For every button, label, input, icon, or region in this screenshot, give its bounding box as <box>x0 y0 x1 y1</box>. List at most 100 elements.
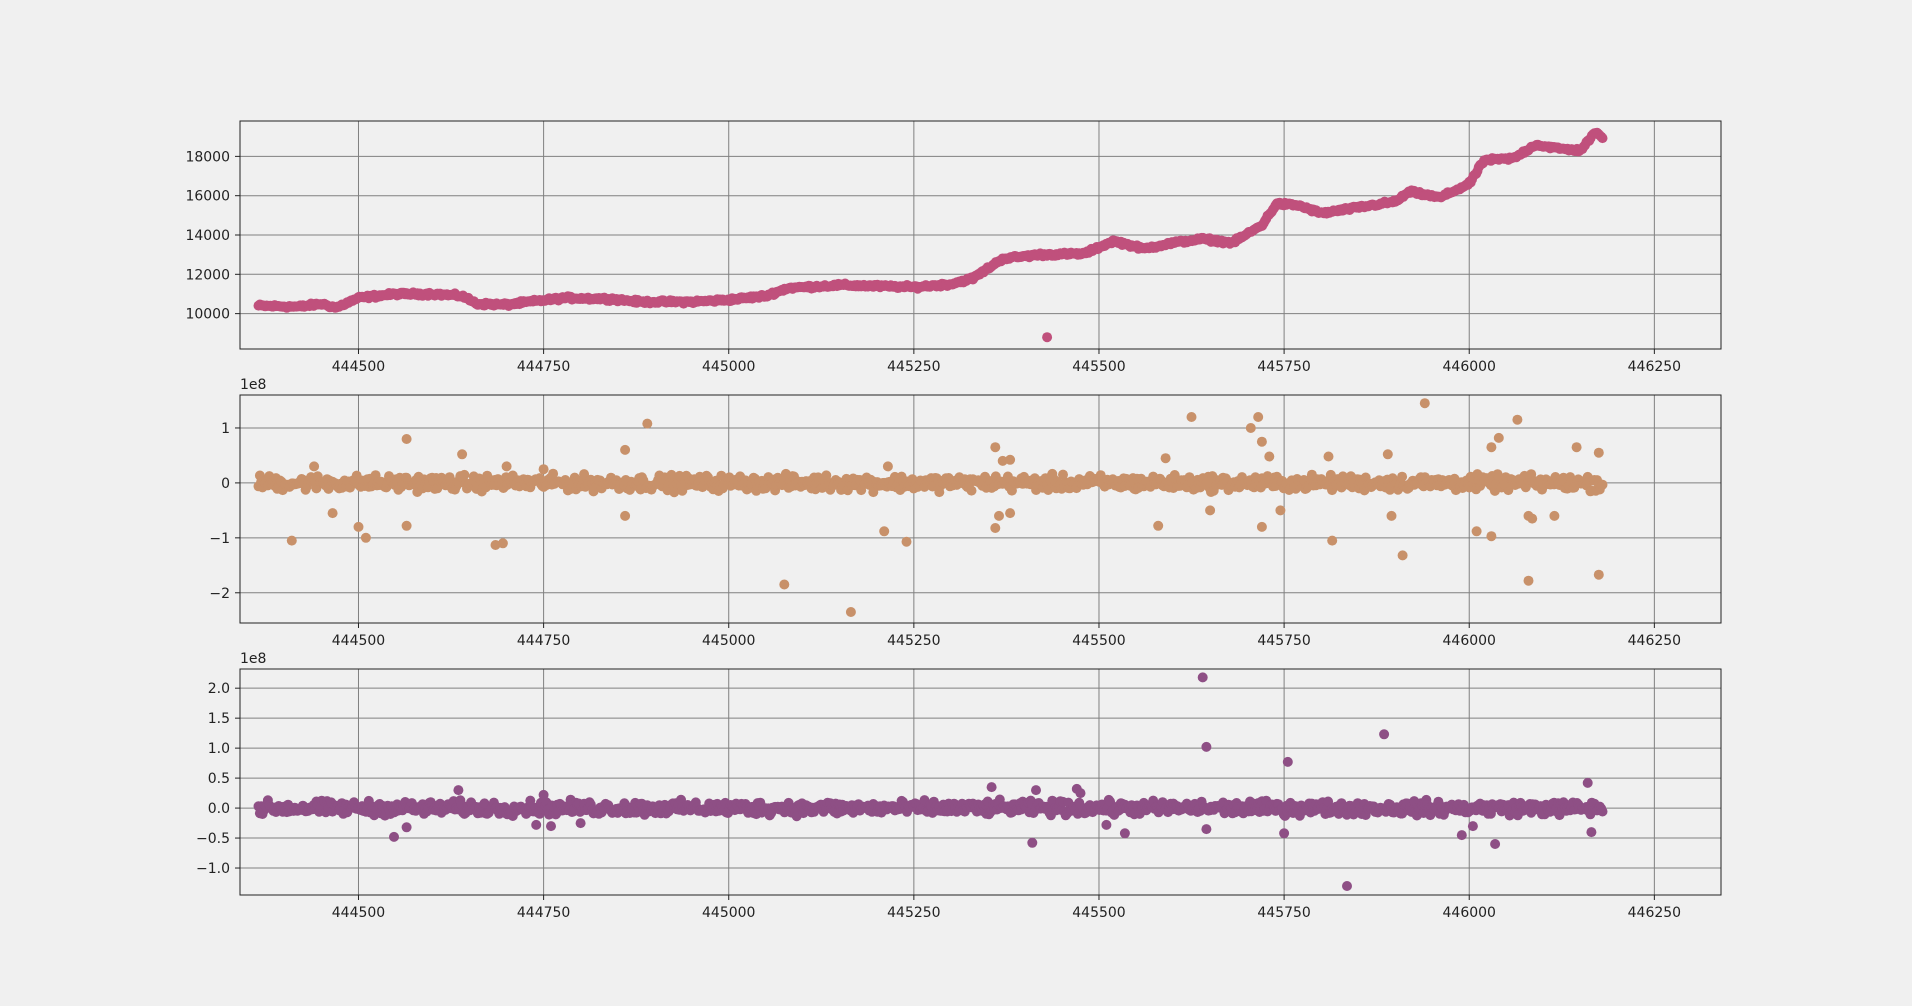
data-point <box>1597 806 1608 817</box>
data-point <box>1169 470 1180 480</box>
outlier-point <box>1282 756 1293 767</box>
outlier-point <box>457 449 468 460</box>
x-tick-label: 445000 <box>702 359 755 375</box>
outlier-point <box>1245 423 1256 433</box>
outlier-point <box>501 461 512 472</box>
outlier-point <box>1031 785 1041 796</box>
x-tick-label: 446250 <box>1628 359 1681 375</box>
y-tick-label: −1 <box>209 531 230 547</box>
y-tick-label: 10000 <box>185 307 230 323</box>
x-tick-label: 446000 <box>1443 633 1496 649</box>
y-tick-label: 0 <box>221 476 230 492</box>
y-tick-label: 0.5 <box>208 771 230 787</box>
outlier-point <box>327 508 338 519</box>
x-tick-label: 445000 <box>702 905 755 921</box>
outlier-point <box>1456 830 1467 841</box>
x-tick-label: 444750 <box>517 905 570 921</box>
outlier-point <box>1527 513 1538 524</box>
y-tick-label: 1.5 <box>208 711 230 727</box>
x-tick-label: 444500 <box>332 359 385 375</box>
x-tick-label: 445750 <box>1257 633 1310 649</box>
data-point <box>1058 469 1068 480</box>
outlier-point <box>997 455 1008 466</box>
x-tick-label: 444500 <box>332 905 385 921</box>
outlier-point <box>1493 432 1504 443</box>
data-point <box>1597 479 1608 490</box>
outlier-point <box>538 464 549 475</box>
data-points <box>253 398 1608 617</box>
outlier-point <box>845 607 856 617</box>
outlier-point <box>1397 550 1408 561</box>
outlier-point <box>1582 777 1593 788</box>
outlier-point <box>1586 827 1597 838</box>
data-points <box>253 127 1608 343</box>
outlier-point <box>1256 521 1267 532</box>
outlier-point <box>360 532 371 543</box>
outlier-point <box>994 510 1004 521</box>
outlier-point <box>1279 828 1290 839</box>
outlier-point <box>1042 332 1053 343</box>
outlier-point <box>389 831 399 842</box>
data-point <box>966 485 977 496</box>
outlier-point <box>1549 510 1560 521</box>
y-offset-label: 1e8 <box>240 377 266 393</box>
outlier-point <box>879 526 890 537</box>
x-tick-label: 445500 <box>1072 633 1125 649</box>
x-tick-label: 444500 <box>332 633 385 649</box>
outlier-point <box>1467 821 1478 832</box>
outlier-point <box>1486 531 1497 542</box>
outlier-point <box>1005 508 1016 519</box>
x-tick-label: 446000 <box>1443 359 1496 375</box>
x-tick-label: 446250 <box>1628 633 1681 649</box>
outlier-point <box>1342 881 1352 891</box>
outlier-point <box>1382 449 1393 460</box>
outlier-point <box>1005 454 1016 465</box>
x-tick-label: 445000 <box>702 633 755 649</box>
axes-frame <box>239 394 1722 624</box>
outlier-point <box>309 461 320 472</box>
data-point <box>579 469 590 480</box>
outlier-point <box>1275 505 1286 516</box>
outlier-point <box>1201 741 1212 752</box>
outlier-point <box>990 442 1001 453</box>
outlier-point <box>1512 414 1523 425</box>
x-tick-label: 444750 <box>517 359 570 375</box>
outlier-point <box>546 821 556 832</box>
y-tick-label: 18000 <box>185 149 230 165</box>
data-point <box>548 468 559 479</box>
y-tick-label: 12000 <box>185 267 230 283</box>
outlier-point <box>1197 672 1208 683</box>
outlier-point <box>882 461 893 472</box>
outlier-point <box>1160 453 1171 464</box>
data-point <box>1397 471 1408 482</box>
x-tick-label: 445250 <box>887 633 940 649</box>
outlier-point <box>1253 412 1264 422</box>
outlier-point <box>1323 451 1334 462</box>
subplot-middle: 444500 444750 445000 445250 445500 445750 4460… <box>209 377 1722 649</box>
outlier-point <box>620 510 631 521</box>
x-tick-label: 445250 <box>887 905 940 921</box>
outlier-point <box>1264 451 1275 462</box>
plot-area <box>240 395 1721 623</box>
outlier-point <box>1256 436 1267 447</box>
outlier-point <box>401 520 412 531</box>
outlier-point <box>1386 510 1397 521</box>
subplot-bottom: 444500 444750 445000 445250 445500 445750 4460… <box>196 651 1722 921</box>
outlier-point <box>1379 729 1390 740</box>
x-tick-label: 445500 <box>1072 905 1125 921</box>
y-tick-label: 16000 <box>185 189 230 205</box>
outlier-point <box>1593 569 1604 580</box>
outlier-point <box>642 418 653 429</box>
outlier-point <box>1327 535 1338 546</box>
outlier-point <box>538 789 549 800</box>
data-point <box>1597 133 1608 144</box>
outlier-point <box>1471 526 1482 537</box>
outlier-point <box>401 434 412 444</box>
subplot-top: 444500 444750 445000 445250 445500 445750 4460… <box>185 120 1722 375</box>
outlier-point <box>779 579 790 590</box>
outlier-point <box>1523 575 1534 586</box>
y-tick-label: 1 <box>221 421 230 437</box>
x-tick-label: 445250 <box>887 359 940 375</box>
y-tick-label: −0.5 <box>196 831 230 847</box>
